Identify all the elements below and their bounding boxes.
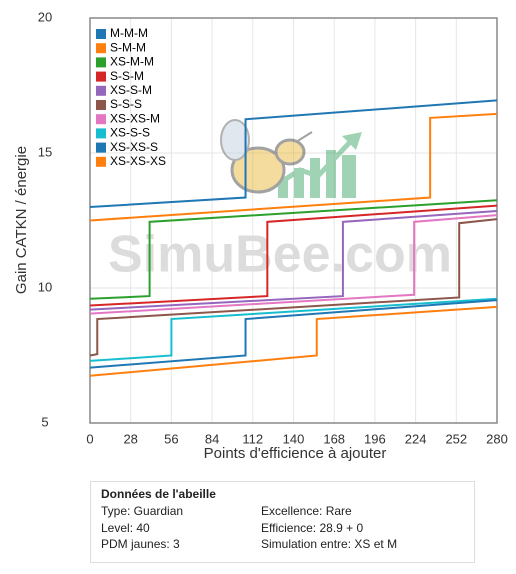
y-tick-label: 20 xyxy=(38,9,52,24)
info-item: Type: Guardian xyxy=(101,504,184,518)
watermark-bee xyxy=(220,119,362,198)
y-tick-label: 5 xyxy=(41,414,48,429)
x-tick-label: 84 xyxy=(205,431,219,446)
info-left: Type: Guardian Level: 40 PDM jaunes: 3 xyxy=(101,503,183,553)
legend-swatch xyxy=(96,142,106,153)
series-line xyxy=(89,299,498,369)
legend-label: S-S-M xyxy=(110,69,144,83)
legend-label: S-M-M xyxy=(110,40,146,54)
series-line xyxy=(89,214,498,315)
info-title: Données de l'abeille xyxy=(101,487,216,501)
series-line xyxy=(89,210,498,311)
legend-label: XS-S-S xyxy=(110,126,150,140)
chart: SimuBee.com Points d'efficience à ajoute… xyxy=(13,9,508,462)
info-item: Excellence: Rare xyxy=(261,504,352,518)
info-item: Simulation entre: XS et M xyxy=(261,537,398,551)
legend-swatch xyxy=(96,156,106,167)
legend-swatch xyxy=(96,114,106,125)
legend-swatch xyxy=(96,57,106,68)
legend-label: XS-S-M xyxy=(110,83,152,97)
y-tick-label: 15 xyxy=(38,144,52,159)
legend: M-M-MS-M-MXS-M-MS-S-MXS-S-MS-S-SXS-XS-MX… xyxy=(96,26,166,168)
series-line xyxy=(89,204,498,307)
legend-swatch xyxy=(96,43,106,54)
legend-label: XS-M-M xyxy=(110,55,154,69)
y-tick-label: 10 xyxy=(38,279,52,294)
series-line xyxy=(89,297,498,362)
info-item: Level: 40 xyxy=(101,520,150,535)
legend-label: XS-XS-S xyxy=(110,140,158,154)
x-tick-label: 28 xyxy=(123,431,137,446)
series-line xyxy=(89,199,498,300)
legend-swatch xyxy=(96,128,106,139)
info-box: Données de l'abeille Type: Guardian Leve… xyxy=(90,481,475,563)
x-tick-label: 112 xyxy=(242,431,263,446)
legend-label: M-M-M xyxy=(110,26,148,40)
info-item: Efficience: 28.9 + 0 xyxy=(261,520,364,535)
series-line xyxy=(89,218,498,357)
series-line xyxy=(89,99,498,208)
series-line xyxy=(89,305,498,377)
x-axis-label: Points d'efficience à ajouter xyxy=(204,445,387,462)
info-item: PDM jaunes: 3 xyxy=(101,537,180,551)
x-tick-label: 224 xyxy=(405,431,427,446)
watermark: SimuBee.com xyxy=(108,226,452,284)
x-tick-label: 0 xyxy=(86,431,93,446)
legend-label: S-S-S xyxy=(110,97,142,111)
legend-swatch xyxy=(96,100,106,110)
legend-swatch xyxy=(96,85,106,96)
legend-label: XS-XS-XS xyxy=(110,154,166,168)
x-tick-label: 56 xyxy=(164,431,178,446)
series-line xyxy=(89,112,498,222)
y-axis-label: Gain CATKN / énergie xyxy=(13,146,30,294)
x-tick-label: 196 xyxy=(364,431,386,446)
x-tick-label: 280 xyxy=(486,431,508,446)
legend-label: XS-XS-M xyxy=(110,111,160,125)
x-tick-label: 140 xyxy=(283,431,305,446)
legend-swatch xyxy=(96,71,106,82)
legend-swatch xyxy=(96,29,106,39)
info-right: Excellence: Rare Efficience: 28.9 + 0 Si… xyxy=(261,503,397,553)
x-tick-label: 252 xyxy=(445,431,467,446)
x-tick-label: 168 xyxy=(323,431,345,446)
